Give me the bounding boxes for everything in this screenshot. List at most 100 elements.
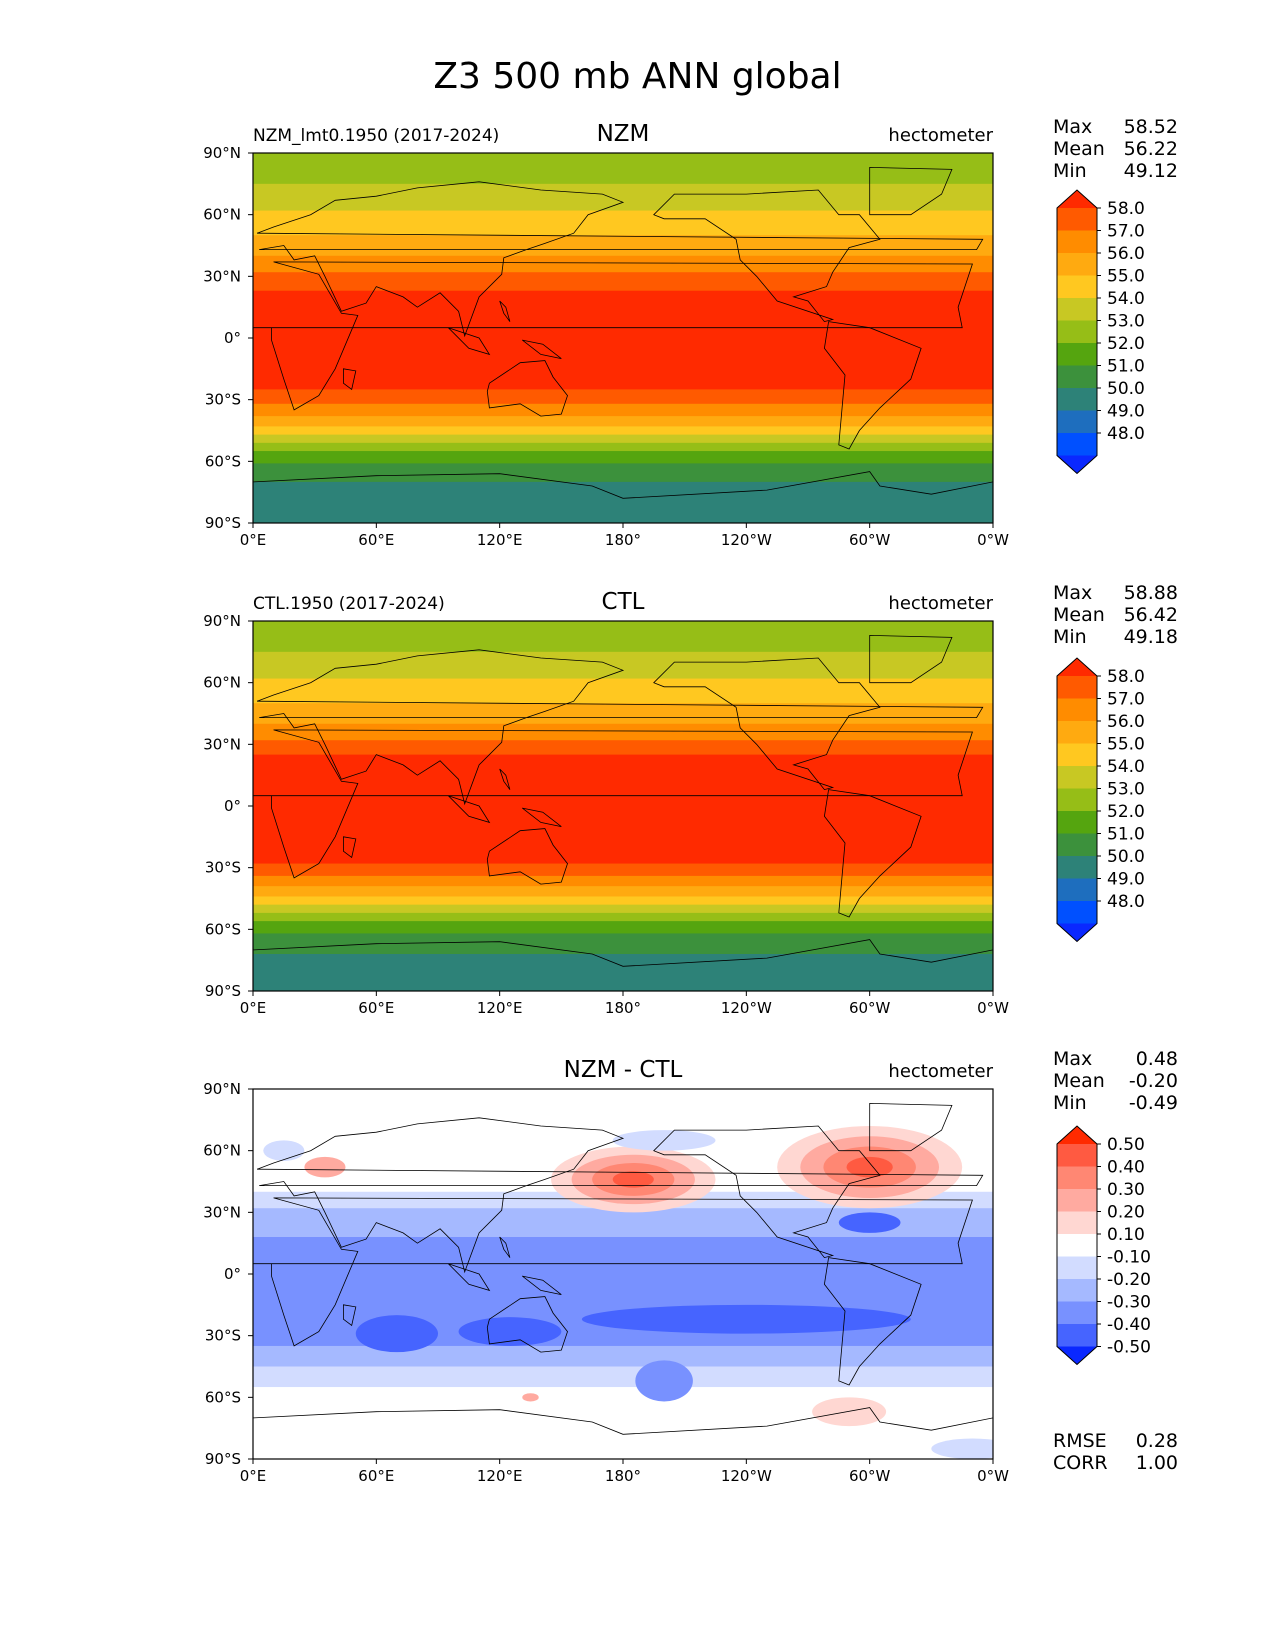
colorbar-label: -0.10 — [1107, 1248, 1151, 1268]
colorbar-label: 58.0 — [1107, 199, 1145, 219]
coastline — [343, 836, 357, 859]
colorbar-segment — [1057, 1324, 1097, 1347]
contour-band — [253, 290, 993, 390]
colorbar-label: 49.0 — [1107, 402, 1145, 422]
contour-band — [253, 954, 993, 991]
colorbar-segment — [1057, 676, 1097, 699]
colorbar-label: 50.0 — [1107, 847, 1145, 867]
coastline — [653, 1125, 881, 1259]
stat-value-mean: 56.42 — [1123, 604, 1178, 626]
contour-anomaly — [931, 1438, 993, 1459]
contour-band — [253, 416, 993, 427]
x-tick-label: 60°W — [849, 999, 891, 1017]
colorbar-segment — [1057, 1144, 1097, 1167]
coastline — [522, 339, 562, 359]
coastline — [253, 471, 993, 523]
colorbar-extend-top — [1057, 658, 1097, 676]
y-tick-label: 90°N — [203, 1080, 241, 1098]
coastline — [653, 657, 881, 791]
colorbar-label: 0.50 — [1107, 1135, 1145, 1155]
panel-units: hectometer — [888, 125, 993, 146]
y-tick-label: 30°N — [203, 267, 241, 285]
y-tick-label: 30°S — [205, 859, 241, 877]
coastline — [499, 768, 511, 790]
contour-band — [253, 740, 993, 756]
colorbar-segment — [1057, 298, 1097, 321]
x-tick-label: 120°W — [721, 531, 772, 549]
x-tick-label: 0°W — [977, 1467, 1009, 1485]
colorbar-segment — [1057, 410, 1097, 434]
contour-anomaly — [263, 1140, 305, 1161]
stat-value-min: 49.12 — [1123, 160, 1178, 182]
y-tick-label: 90°N — [203, 612, 241, 630]
y-tick-label: 0° — [224, 329, 241, 347]
stat-label-rmse: RMSE — [1053, 1430, 1107, 1452]
coastline — [522, 1275, 562, 1295]
colorbar-extend-top — [1057, 1126, 1097, 1144]
colorbar-extend-top — [1057, 190, 1097, 208]
colorbar-label: -0.20 — [1107, 1270, 1151, 1290]
panel-units: hectometer — [888, 593, 993, 614]
coastline — [448, 327, 491, 356]
contour-anomaly — [812, 1397, 887, 1427]
coastline — [499, 1236, 511, 1258]
contour-band — [253, 921, 993, 934]
x-tick-label: 120°W — [721, 1467, 772, 1485]
y-tick-label: 30°S — [205, 391, 241, 409]
contour-anomaly — [522, 1393, 539, 1402]
map-panel-difference: 0°E 60°E 120°E 180° 120°W 60°W 0°W 90°N 60°N 30°N… — [203, 1057, 1151, 1485]
colorbar-segment — [1057, 856, 1097, 879]
figure-title: Z3 500 mb ANN global — [433, 56, 842, 97]
colorbar-segment — [1057, 320, 1097, 344]
colorbar-label: 51.0 — [1107, 825, 1145, 845]
contour-band — [253, 235, 993, 257]
x-tick-label: 60°W — [849, 531, 891, 549]
coastline — [653, 189, 881, 323]
map-panel-test: 0°E 60°E 120°E 180° 120°W 60°W 0°W 90°N 60°N 30°N… — [203, 121, 1145, 549]
stat-label-max: Max — [1053, 116, 1093, 138]
contour-band — [253, 904, 993, 914]
colorbar-label: 54.0 — [1107, 289, 1145, 309]
stat-label-max: Max — [1053, 1048, 1093, 1070]
y-tick-label: 30°N — [203, 735, 241, 753]
coastline — [256, 649, 984, 806]
colorbar-label: 55.0 — [1107, 735, 1145, 755]
contour-anomaly — [846, 1156, 893, 1178]
x-tick-label: 120°E — [477, 1467, 523, 1485]
colorbar-segment — [1057, 1279, 1097, 1302]
colorbar-label: 55.0 — [1107, 267, 1145, 287]
coastline — [522, 807, 562, 827]
colorbar-label: 51.0 — [1107, 357, 1145, 377]
contour-anomaly — [355, 1315, 438, 1353]
colorbar-label: 0.10 — [1107, 1225, 1145, 1245]
y-tick-label: 60°N — [203, 1142, 241, 1160]
colorbar-label: 52.0 — [1107, 802, 1145, 822]
stat-value-max: 58.52 — [1123, 116, 1178, 138]
coastline — [486, 1296, 568, 1353]
y-tick-label: 90°S — [205, 514, 241, 532]
x-tick-label: 180° — [605, 1467, 641, 1485]
x-tick-label: 0°E — [240, 531, 267, 549]
coastline — [823, 1257, 922, 1386]
x-tick-label: 0°W — [977, 531, 1009, 549]
coastline — [343, 368, 357, 391]
colorbar-extend-bottom — [1057, 455, 1097, 474]
contour-band — [253, 153, 993, 185]
contour-band — [253, 933, 993, 955]
panel-center-title: CTL — [602, 589, 645, 615]
colorbar-label: 56.0 — [1107, 712, 1145, 732]
stat-value-corr: 1.00 — [1135, 1452, 1178, 1474]
colorbar-segment — [1057, 253, 1097, 276]
colorbar-segment — [1057, 1234, 1097, 1257]
contour-band — [253, 912, 993, 922]
contour-band — [253, 1345, 993, 1367]
stat-label-mean: Mean — [1053, 138, 1105, 160]
plot-area — [253, 153, 993, 523]
colorbar-label: 0.30 — [1107, 1180, 1145, 1200]
colorbar-outline — [1056, 189, 1098, 475]
contour-band — [253, 863, 993, 877]
x-tick-label: 0°E — [240, 1467, 267, 1485]
y-tick-label: 0° — [224, 1265, 241, 1283]
contour-band — [253, 621, 993, 653]
